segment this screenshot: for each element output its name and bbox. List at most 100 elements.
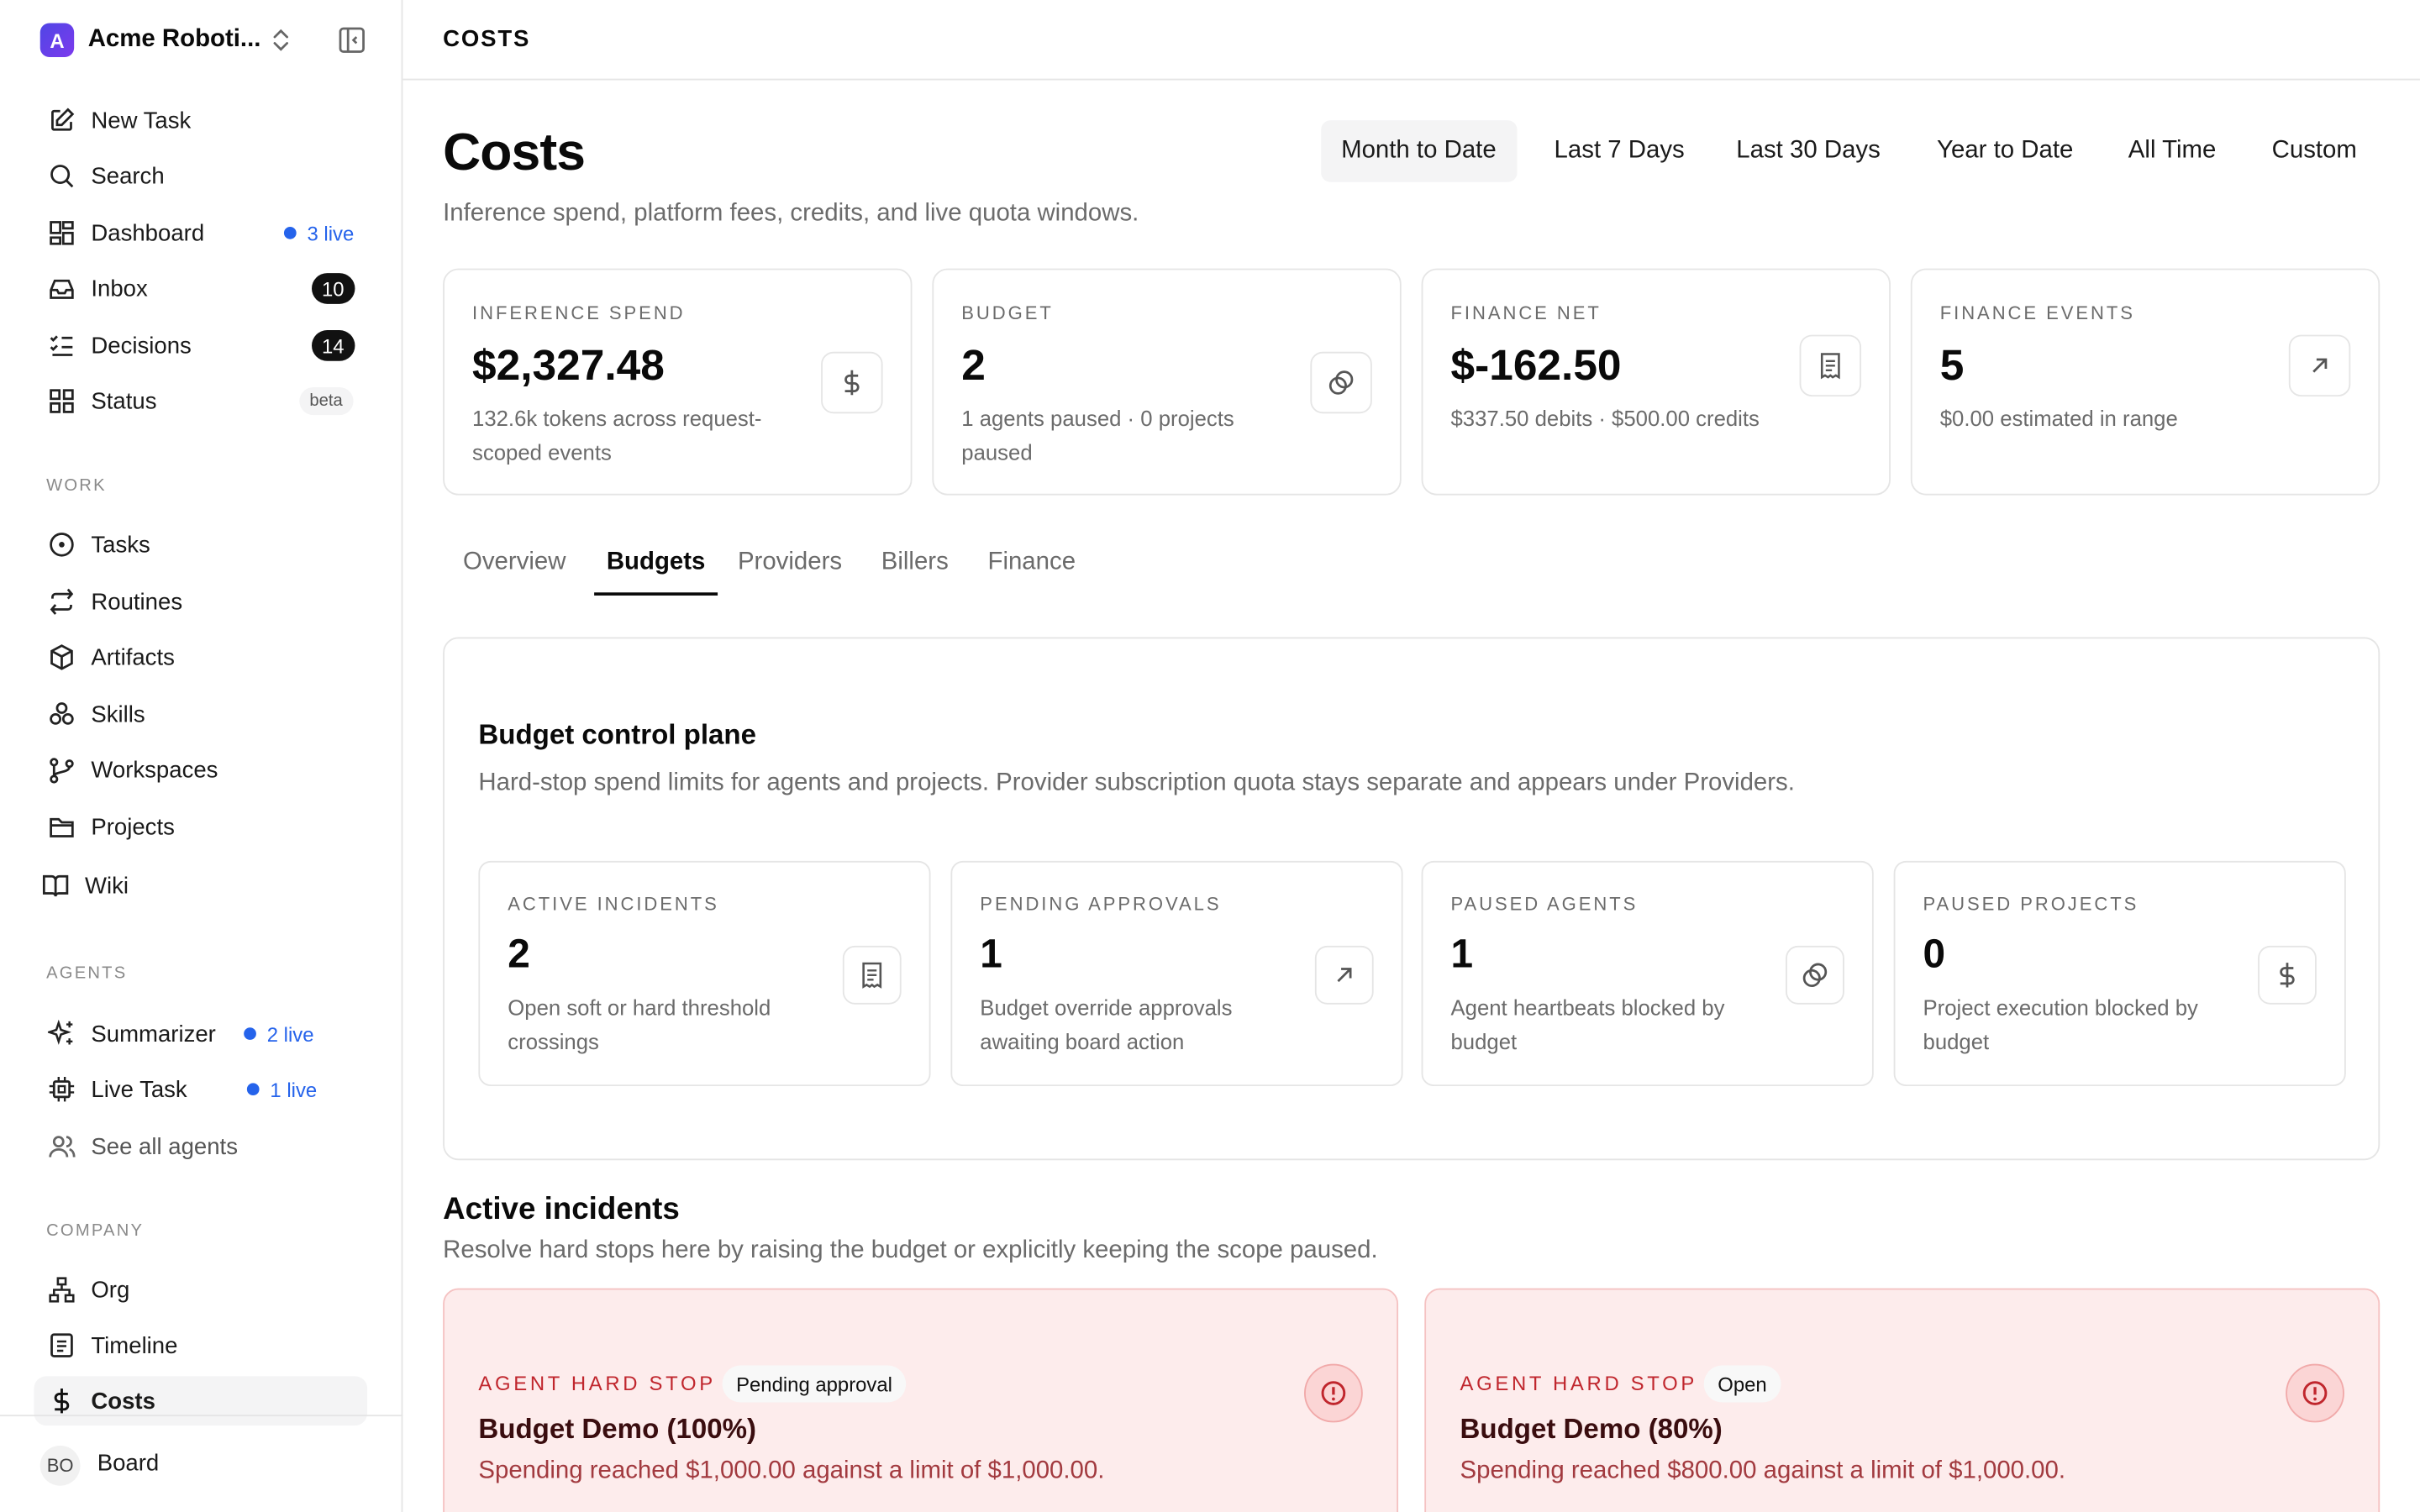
incident-card[interactable]: AGENT HARD STOP Open Budget Demo (80%) S… xyxy=(1424,1288,2381,1512)
page-title: Costs xyxy=(443,123,586,182)
nav-artifacts[interactable]: Artifacts xyxy=(34,633,367,682)
dollar-icon xyxy=(46,1385,77,1416)
arrow-up-right-icon xyxy=(2288,334,2351,397)
nav-costs[interactable]: Costs xyxy=(34,1376,368,1426)
nav-routines[interactable]: Routines xyxy=(34,577,367,627)
sidebar: A Acme Roboti... New Task Search Dashboa… xyxy=(0,0,403,1512)
stat-desc: 1 agents paused · 0 projects paused xyxy=(961,406,1234,465)
nav-agent-summarizer[interactable]: Summarizer 2 live xyxy=(34,1009,367,1058)
live-count: 2 live xyxy=(266,1021,314,1046)
nav-workspaces[interactable]: Workspaces xyxy=(34,745,367,795)
incident-title: Budget Demo (100%) xyxy=(478,1413,757,1445)
nav-tasks[interactable]: Tasks xyxy=(34,520,367,570)
breadcrumb: COSTS xyxy=(443,26,531,53)
nav-label: Dashboard xyxy=(91,219,205,246)
count-badge: 10 xyxy=(311,273,355,304)
nav-projects[interactable]: Projects xyxy=(34,802,367,852)
nav-decisions[interactable]: Decisions 14 xyxy=(34,321,367,370)
nav-label: Status xyxy=(91,387,157,415)
topbar: COSTS xyxy=(402,0,2420,81)
main-content: COSTS Costs Inference spend, platform fe… xyxy=(402,0,2420,1512)
dollar-icon xyxy=(2258,945,2317,1005)
incidents-subtitle: Resolve hard stops here by raising the b… xyxy=(443,1237,1378,1264)
repeat-icon xyxy=(46,586,77,617)
nav-dashboard[interactable]: Dashboard 3 live xyxy=(34,208,367,258)
nav-label: Workspaces xyxy=(91,756,218,784)
range-all-time[interactable]: All Time xyxy=(2128,137,2217,164)
live-indicator: 2 live xyxy=(244,1021,314,1046)
tab-providers[interactable]: Providers xyxy=(737,549,843,576)
nav-see-all-agents[interactable]: See all agents xyxy=(34,1121,367,1171)
chevrons-up-down-icon[interactable] xyxy=(269,24,293,55)
nav-wiki[interactable]: Wiki xyxy=(28,861,361,911)
nav-label: Skills xyxy=(91,701,145,728)
folder-icon xyxy=(46,811,77,843)
nav-status[interactable]: Status beta xyxy=(34,376,367,426)
stat-value: 5 xyxy=(1939,340,1965,389)
stat-desc: $0.00 estimated in range xyxy=(1939,406,2178,431)
metric-desc: Open soft or hard threshold crossings xyxy=(508,995,771,1054)
page-subtitle: Inference spend, platform fees, credits,… xyxy=(443,200,1139,227)
stat-value: 2 xyxy=(961,340,986,389)
search-icon xyxy=(46,160,77,192)
panel-title: Budget control plane xyxy=(478,718,756,750)
nav-inbox[interactable]: Inbox 10 xyxy=(34,264,367,313)
dashboard-icon xyxy=(46,218,77,249)
nav-org[interactable]: Org xyxy=(34,1265,367,1315)
section-label-work: WORK xyxy=(46,476,107,496)
range-year-to-date[interactable]: Year to Date xyxy=(1937,137,2074,164)
avatar: BO xyxy=(39,1445,81,1486)
metric-value: 2 xyxy=(508,930,530,977)
incident-kind: AGENT HARD STOP xyxy=(478,1371,716,1395)
nav-label: Wiki xyxy=(85,872,129,899)
nav-agent-live-task[interactable]: Live Task 1 live xyxy=(34,1064,367,1114)
tab-budgets[interactable]: Budgets xyxy=(594,549,718,596)
metric-value: 1 xyxy=(980,930,1002,977)
metric-value: 1 xyxy=(1450,930,1474,977)
nav-label: Routines xyxy=(91,588,183,615)
stat-value: $-162.50 xyxy=(1450,340,1622,389)
nav-label: Costs xyxy=(91,1388,155,1415)
nav-label: Tasks xyxy=(91,531,150,558)
metric-card-pending-approvals: PENDING APPROVALS 1 Budget override appr… xyxy=(950,860,1403,1087)
stat-label: INFERENCE SPEND xyxy=(472,302,686,324)
sidebar-footer[interactable]: BO Board xyxy=(0,1415,403,1512)
range-last-7-days[interactable]: Last 7 Days xyxy=(1554,137,1685,164)
coins-icon xyxy=(1786,945,1844,1005)
nav-new-task[interactable]: New Task xyxy=(34,96,367,145)
incident-card[interactable]: AGENT HARD STOP Pending approval Budget … xyxy=(443,1288,1399,1512)
nav-skills[interactable]: Skills xyxy=(34,690,367,739)
count-badge: 14 xyxy=(311,330,355,361)
user-name: Board xyxy=(97,1450,160,1477)
metric-label: ACTIVE INCIDENTS xyxy=(508,893,719,916)
sidebar-collapse-icon[interactable] xyxy=(336,24,367,55)
metric-desc: Agent heartbeats blocked by budget xyxy=(1450,995,1725,1054)
network-icon xyxy=(46,1274,77,1305)
metric-label: PENDING APPROVALS xyxy=(980,893,1222,916)
nav-label: Artifacts xyxy=(91,643,175,671)
tab-billers[interactable]: Billers xyxy=(881,549,949,576)
range-custom[interactable]: Custom xyxy=(2271,137,2357,164)
nav-timeline[interactable]: Timeline xyxy=(34,1320,367,1370)
metric-desc: Project execution blocked by budget xyxy=(1923,995,2198,1054)
book-open-icon xyxy=(40,870,71,901)
range-last-30-days[interactable]: Last 30 Days xyxy=(1736,137,1881,164)
list-checks-icon xyxy=(46,330,77,361)
nav-search[interactable]: Search xyxy=(34,151,367,201)
stat-label: BUDGET xyxy=(961,302,1054,324)
alert-circle-icon xyxy=(2286,1363,2344,1423)
org-switcher[interactable]: A Acme Roboti... xyxy=(34,18,373,61)
tab-finance[interactable]: Finance xyxy=(987,549,1076,576)
edit-icon xyxy=(46,105,77,136)
budget-control-panel: Budget control plane Hard-stop spend lim… xyxy=(443,637,2381,1161)
range-month-to-date[interactable]: Month to Date xyxy=(1321,120,1517,182)
section-label-agents: AGENTS xyxy=(46,963,128,983)
panel-subtitle: Hard-stop spend limits for agents and pr… xyxy=(478,769,1795,796)
tab-overview[interactable]: Overview xyxy=(463,549,566,576)
nav-label: Org xyxy=(91,1276,130,1304)
sparkles-icon xyxy=(46,1018,77,1049)
live-dot xyxy=(246,1083,260,1096)
receipt-icon xyxy=(842,945,902,1005)
git-branch-icon xyxy=(46,754,77,785)
stat-value: $2,327.48 xyxy=(472,340,665,389)
